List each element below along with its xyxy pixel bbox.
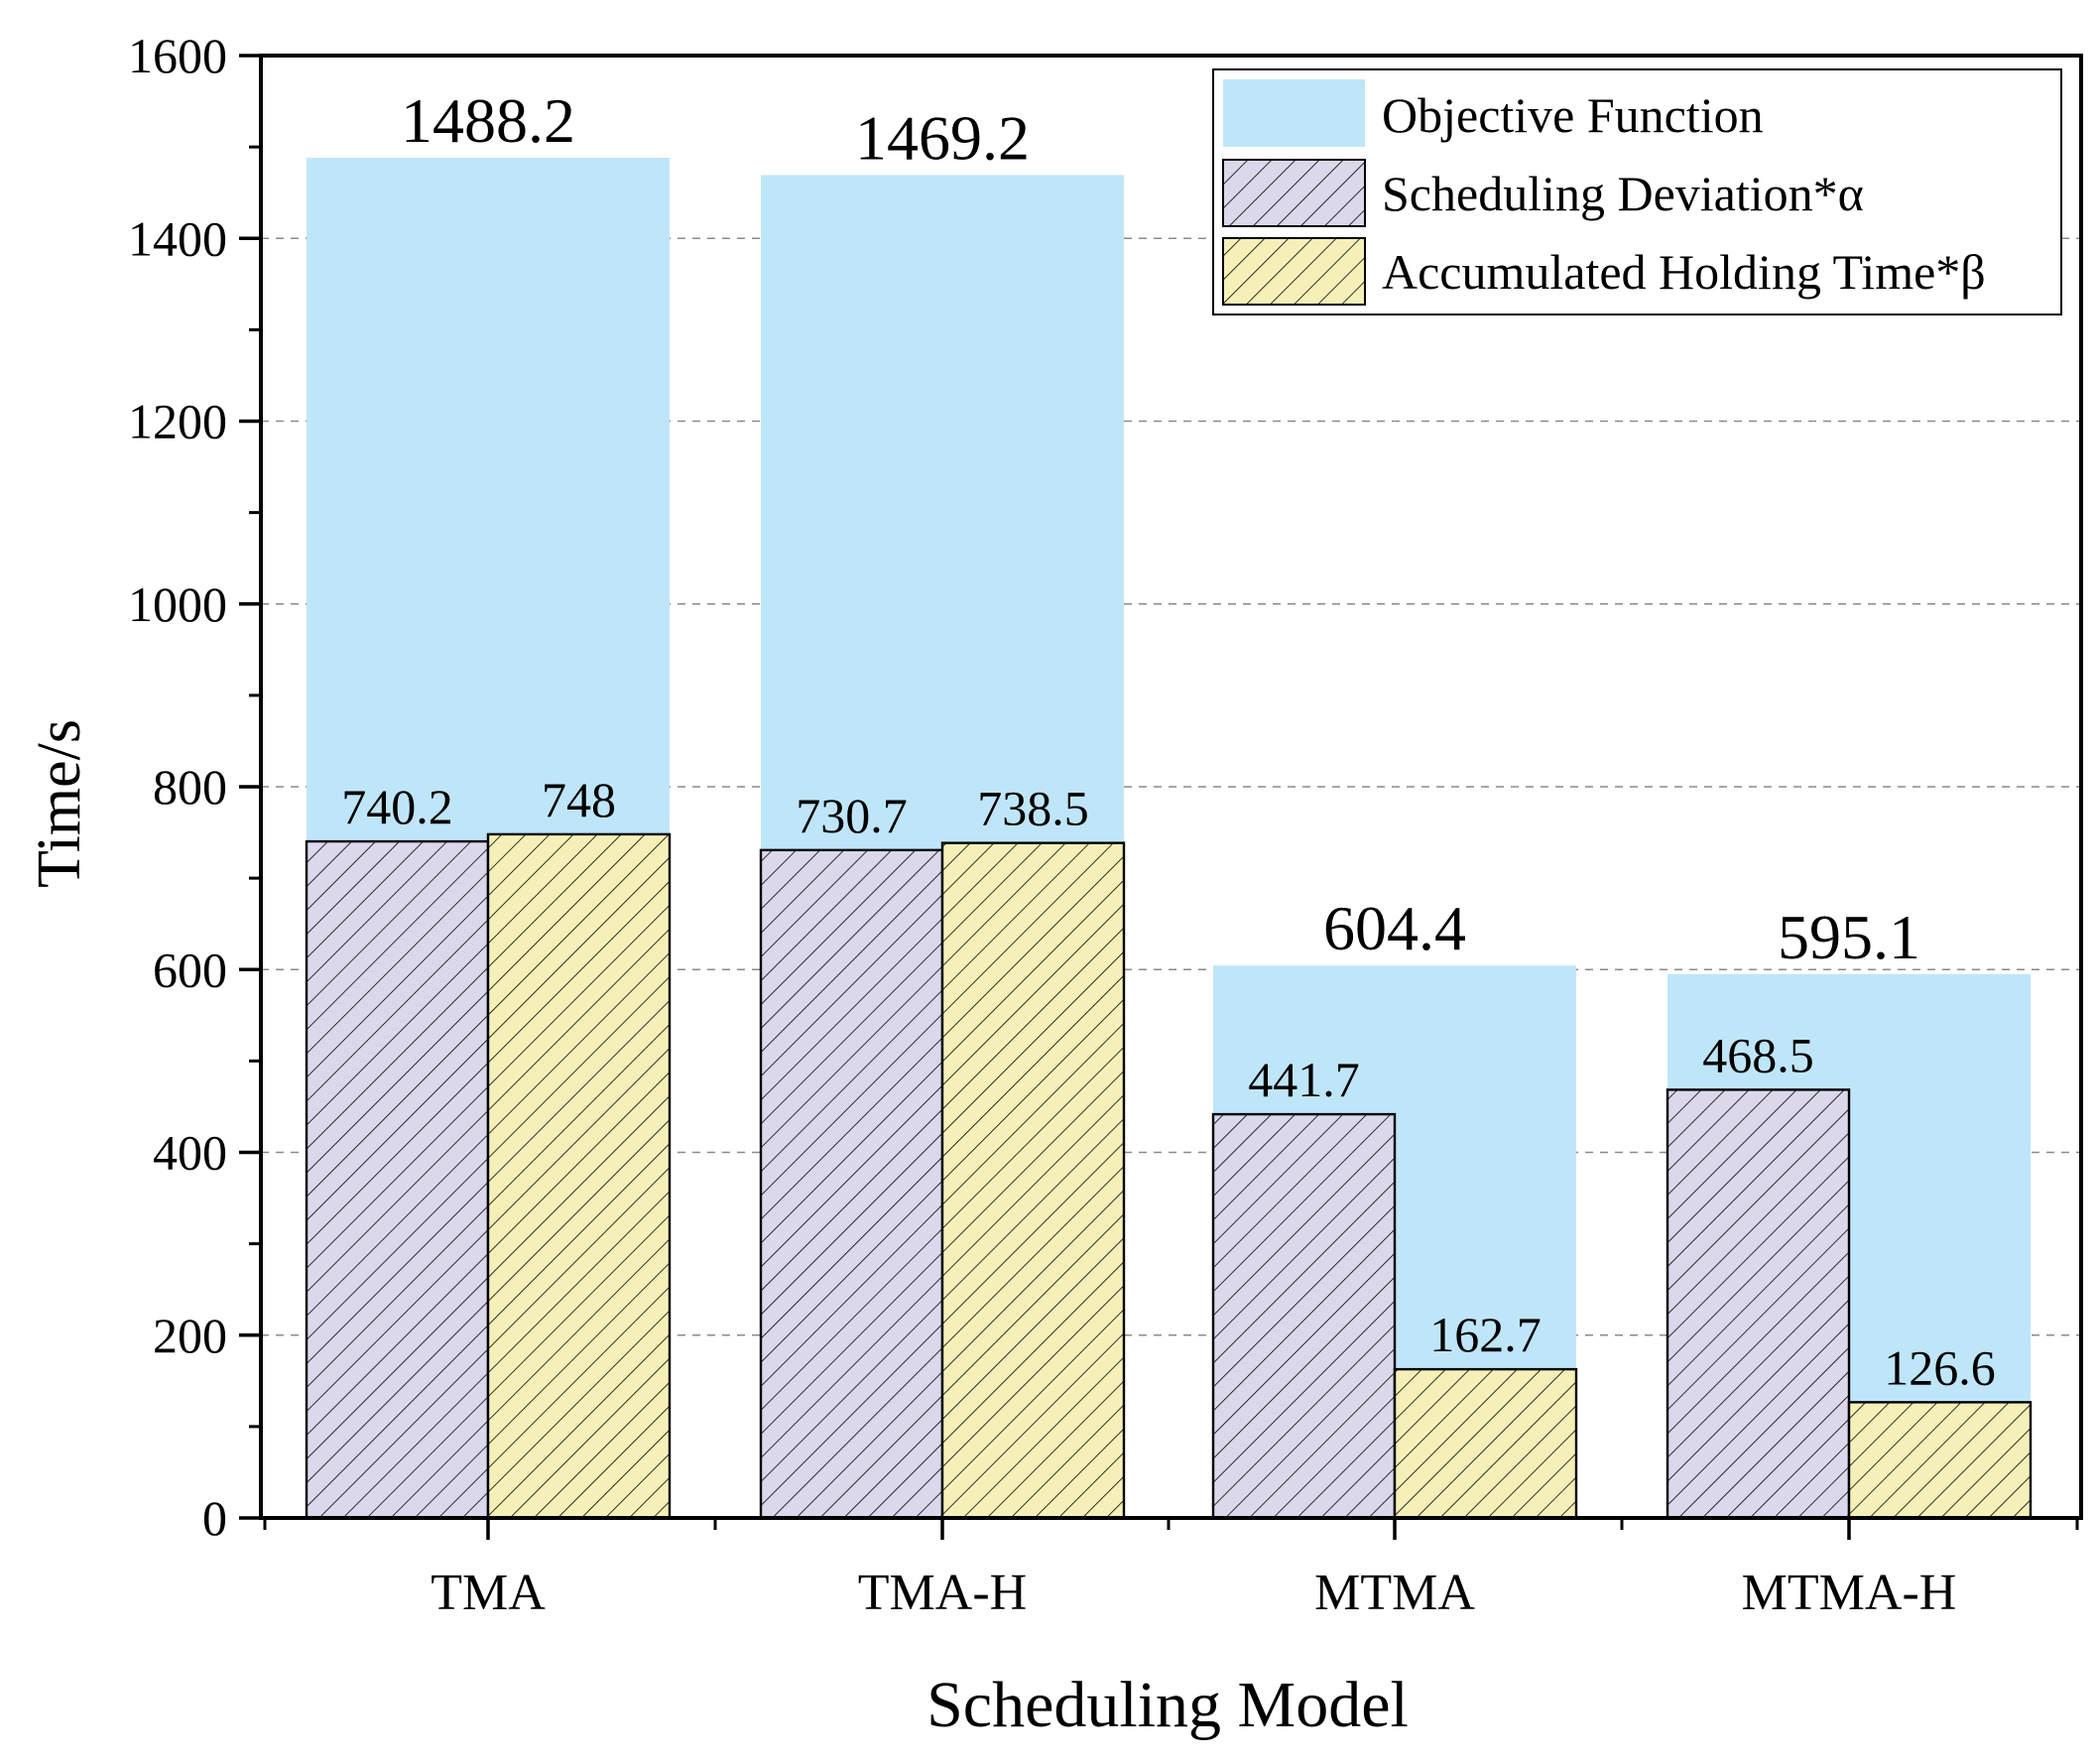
legend-swatch-objective <box>1223 79 1365 147</box>
y-tick-label: 1400 <box>128 210 227 266</box>
bar-deviation <box>759 848 944 1520</box>
data-label-holding: 126.6 <box>1884 1339 1996 1395</box>
legend-swatch-holding <box>1222 237 1366 306</box>
y-tick-label: 1200 <box>128 394 227 449</box>
data-label-deviation: 740.2 <box>341 779 453 834</box>
data-label-objective: 1488.2 <box>401 85 575 156</box>
bar-holding <box>1847 1401 2033 1520</box>
bar-holding <box>940 841 1126 1520</box>
data-labels-layer: 1488.2 740.2 748 1469.2 730.7 738.5 604.4 441.7… <box>341 85 1996 1395</box>
data-label-holding: 748 <box>542 772 616 827</box>
data-label-objective: 604.4 <box>1323 893 1466 963</box>
y-axis-title: Time/s <box>26 719 93 888</box>
data-label-holding: 162.7 <box>1429 1307 1542 1362</box>
data-label-deviation: 441.7 <box>1248 1052 1360 1107</box>
bar-deviation <box>305 839 490 1520</box>
data-label-objective: 595.1 <box>1778 902 1920 972</box>
y-tick-label: 0 <box>202 1490 227 1546</box>
y-tick-label: 1000 <box>128 576 227 632</box>
y-tick-label: 1600 <box>128 28 227 83</box>
y-tick-label: 600 <box>153 942 227 997</box>
bar-deviation <box>1211 1112 1397 1520</box>
legend-label-objective: Objective Function <box>1382 87 1764 143</box>
bar-holding <box>486 832 672 1520</box>
x-axis-title: Scheduling Model <box>926 1669 1409 1741</box>
data-label-deviation: 468.5 <box>1702 1027 1814 1082</box>
data-label-deviation: 730.7 <box>796 788 908 843</box>
bar-deviation <box>1666 1088 1851 1520</box>
y-tick-label: 200 <box>153 1308 227 1363</box>
bars-layer <box>305 157 2033 1520</box>
data-label-objective: 1469.2 <box>855 102 1030 173</box>
data-label-holding: 738.5 <box>977 781 1089 836</box>
legend-label-holding: Accumulated Holding Time*β <box>1382 244 1986 300</box>
x-tick-label: MTMA <box>1314 1565 1475 1621</box>
bar-holding <box>1393 1367 1578 1520</box>
y-tick-label: 400 <box>153 1125 227 1181</box>
legend-swatch-deviation <box>1222 159 1366 227</box>
legend: Objective Function Scheduling Deviation*… <box>1212 68 2062 315</box>
x-tick-label: MTMA-H <box>1742 1565 1957 1621</box>
x-tick-label: TMA-H <box>858 1565 1027 1621</box>
axes-layer: 0 200 400 600 800 1000 1200 1400 1600 TMA TMA-H MTM… <box>128 28 2083 1621</box>
x-tick-label: TMA <box>431 1565 546 1621</box>
y-tick-label: 800 <box>153 759 227 815</box>
legend-label-deviation: Scheduling Deviation*α <box>1382 166 1864 221</box>
